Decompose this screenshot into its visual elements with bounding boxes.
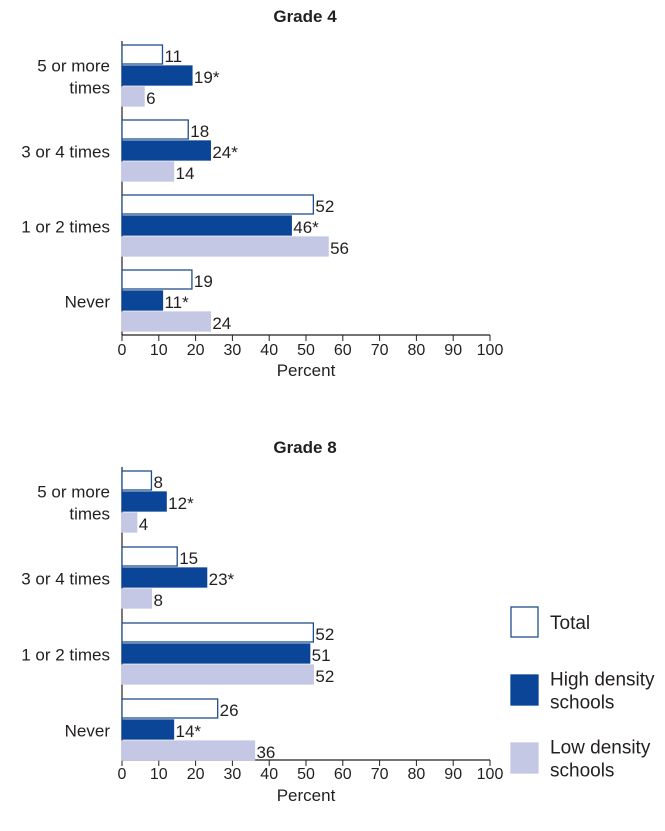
bar-high-density — [122, 492, 166, 511]
bar-high-density — [122, 141, 210, 160]
bar-low-density — [122, 665, 313, 684]
category-label: 5 or more — [37, 57, 110, 76]
x-tick-label: 0 — [118, 766, 127, 783]
x-axis-label: Percent — [277, 361, 336, 380]
chart-title: Grade 8 — [273, 438, 336, 457]
x-tick-label: 70 — [371, 766, 389, 783]
bar-low-density — [122, 162, 174, 181]
x-tick-label: 40 — [260, 342, 278, 359]
data-label: 24 — [212, 314, 231, 333]
chart-grade-8: Grade 8 0 10 20 30 40 50 60 70 80 90 100 Percent 5 or… — [21, 438, 503, 805]
bar-high-density — [122, 291, 162, 310]
legend-label: High density — [550, 670, 655, 691]
x-tick-label: 90 — [444, 766, 462, 783]
data-label: 11* — [164, 293, 189, 312]
category-label: 3 or 4 times — [21, 570, 110, 589]
legend-swatch — [511, 675, 538, 705]
bar-low-density — [122, 741, 254, 760]
data-label: 11 — [164, 47, 182, 66]
x-tick-label: 0 — [118, 342, 127, 359]
x-tick-label: 90 — [444, 342, 462, 359]
data-label: 8 — [153, 591, 162, 610]
x-tick-label: 10 — [150, 766, 168, 783]
bar-high-density — [122, 644, 310, 663]
data-label: 26 — [220, 701, 239, 720]
bar-total — [122, 699, 218, 718]
data-label: 56 — [330, 239, 349, 258]
x-tick-label: 80 — [408, 766, 426, 783]
bar-total — [122, 120, 188, 139]
bar-total — [122, 547, 177, 566]
bar-total — [122, 471, 151, 490]
x-axis-label: Percent — [277, 786, 336, 805]
x-tick-label: 50 — [297, 342, 315, 359]
bar-high-density — [122, 568, 207, 587]
data-label: 52 — [315, 197, 334, 216]
x-tick-label: 60 — [334, 342, 352, 359]
x-tick-label: 80 — [408, 342, 426, 359]
category-label: Never — [65, 293, 111, 312]
legend-label: Low density — [550, 738, 651, 759]
x-tick-label: 20 — [187, 766, 205, 783]
bar-low-density — [122, 513, 137, 532]
data-label: 46* — [293, 218, 319, 237]
bar-low-density — [122, 237, 328, 256]
legend-label: schools — [550, 761, 614, 782]
category-label: Never — [65, 722, 111, 741]
legend-label: Total — [550, 613, 590, 634]
x-tick-label: 50 — [297, 766, 315, 783]
data-label: 14 — [176, 164, 195, 183]
data-label: 12* — [168, 494, 194, 513]
data-label: 18 — [190, 122, 209, 141]
data-label: 14* — [176, 722, 202, 741]
chart-title: Grade 4 — [273, 7, 337, 26]
data-label: 36 — [256, 743, 275, 762]
legend-swatch — [511, 743, 538, 773]
category-label: 1 or 2 times — [21, 218, 110, 237]
data-label: 52 — [315, 667, 334, 686]
bar-high-density — [122, 720, 174, 739]
bar-total — [122, 623, 313, 642]
data-label: 24* — [212, 143, 238, 162]
bar-total — [122, 270, 192, 289]
x-tick-label: 20 — [187, 342, 205, 359]
x-tick-label: 60 — [334, 766, 352, 783]
chart-grade-4: Grade 4 0 10 20 30 40 50 60 70 80 90 100 Percent 5 or… — [21, 7, 503, 380]
bar-low-density — [122, 312, 210, 331]
data-label: 6 — [146, 89, 155, 108]
data-label: 52 — [315, 625, 334, 644]
category-label: times — [69, 79, 110, 98]
category-label: 5 or more — [37, 483, 110, 502]
category-label: times — [69, 505, 110, 524]
category-label: 3 or 4 times — [21, 143, 110, 162]
x-tick-label: 10 — [150, 342, 168, 359]
legend-item-total: Total — [511, 607, 590, 637]
bar-high-density — [122, 66, 192, 85]
x-tick-label: 100 — [477, 342, 504, 359]
x-tick-label: 100 — [477, 766, 504, 783]
data-label: 19* — [194, 68, 220, 87]
bar-total — [122, 45, 162, 64]
data-label: 51 — [312, 646, 331, 665]
bar-high-density — [122, 216, 291, 235]
data-label: 23* — [209, 570, 235, 589]
data-label: 19 — [194, 272, 213, 291]
x-tick-label: 70 — [371, 342, 389, 359]
bar-low-density — [122, 87, 144, 106]
legend-swatch — [511, 607, 538, 637]
bar-total — [122, 195, 313, 214]
x-tick-label: 40 — [260, 766, 278, 783]
data-label: 8 — [153, 473, 162, 492]
data-label: 4 — [139, 515, 148, 534]
x-tick-label: 30 — [224, 766, 242, 783]
data-label: 15 — [179, 549, 198, 568]
category-label: 1 or 2 times — [21, 646, 110, 665]
x-tick-label: 30 — [224, 342, 242, 359]
bar-low-density — [122, 589, 151, 608]
legend-label: schools — [550, 693, 614, 714]
